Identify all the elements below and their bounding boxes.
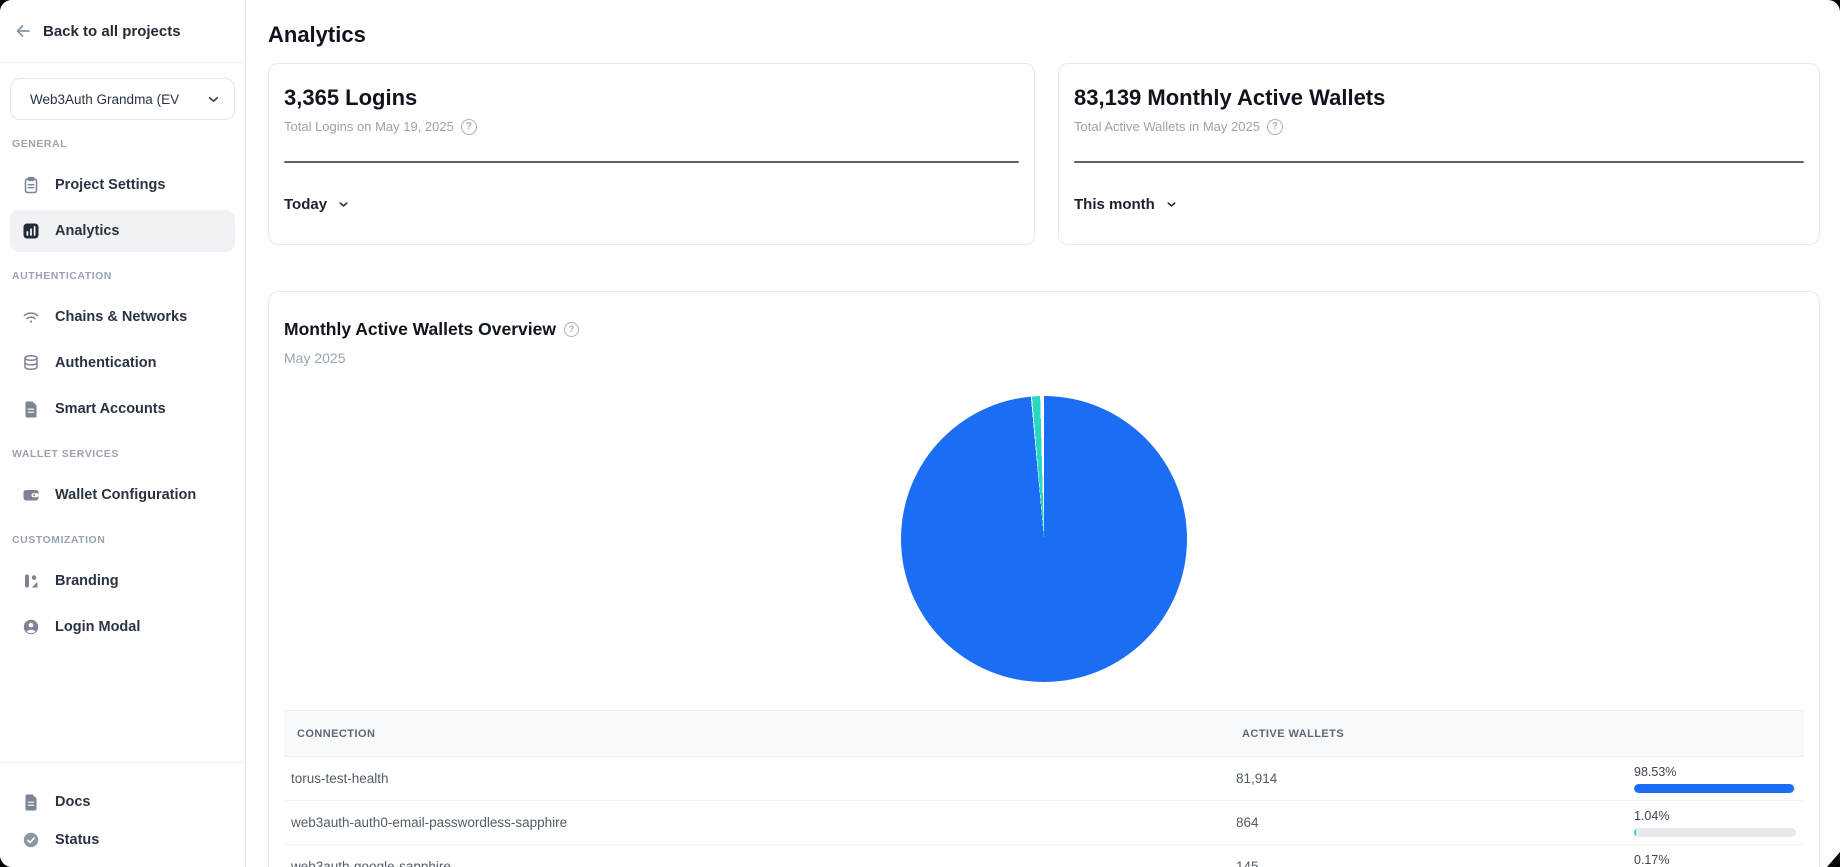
active-wallets-range-dropdown[interactable]: This month: [1074, 196, 1178, 213]
sidebar-item-label: Project Settings: [55, 177, 166, 193]
sidebar-item-label: Analytics: [55, 223, 120, 239]
active-wallets-count: 83,139 Monthly Active Wallets: [1074, 85, 1386, 110]
clipboard-icon: [22, 176, 40, 194]
chevron-down-icon: [1165, 198, 1178, 211]
logins-stat-card: 3,365 Logins Total Logins on May 19, 202…: [268, 63, 1035, 245]
sidebar-item-label: Status: [55, 832, 100, 848]
sidebar-nav: GENERAL Project Settings Analytics AUTHE…: [0, 120, 245, 762]
wallet-icon: [22, 486, 40, 504]
overview-subtitle: May 2025: [284, 350, 346, 366]
logins-range-value: Today: [284, 196, 328, 213]
sidebar-item-label: Chains & Networks: [55, 309, 188, 325]
user-circle-icon: [22, 618, 40, 636]
percent-bar-fill: [1634, 783, 1794, 793]
stat-cards-row: 3,365 Logins Total Logins on May 19, 202…: [268, 63, 1820, 245]
active-wallets-value: 145: [1236, 859, 1259, 867]
sidebar-item-label: Docs: [55, 794, 91, 810]
active-wallets-chart-baseline: [1074, 161, 1804, 163]
percent-label: 1.04%: [1634, 808, 1670, 823]
document-icon: [22, 793, 40, 811]
sidebar-item-login-modal[interactable]: Login Modal: [10, 606, 235, 648]
document-icon: [22, 400, 40, 418]
sidebar-item-authentication[interactable]: Authentication: [10, 342, 235, 384]
back-to-projects-link[interactable]: Back to all projects: [0, 0, 245, 63]
section-label-authentication: AUTHENTICATION: [12, 270, 112, 282]
logins-chart-baseline: [284, 161, 1019, 163]
sidebar-item-label: Login Modal: [55, 619, 141, 635]
active-wallets-stat-card: 83,139 Monthly Active Wallets Total Acti…: [1058, 63, 1820, 245]
check-circle-icon: [22, 831, 40, 849]
chevron-down-icon: [206, 92, 221, 107]
page-title: Analytics: [268, 22, 366, 47]
logins-range-dropdown[interactable]: Today: [284, 196, 350, 213]
help-icon[interactable]: ?: [563, 321, 579, 337]
logins-count: 3,365 Logins: [284, 85, 418, 110]
mawo-pie-chart[interactable]: [901, 396, 1187, 682]
section-label-wallet-services: WALLET SERVICES: [12, 448, 119, 460]
active-wallets-value: 864: [1236, 815, 1259, 830]
table-row: torus-test-health 81,914 98.53%: [284, 757, 1804, 801]
back-label: Back to all projects: [43, 22, 181, 40]
sidebar-item-label: Smart Accounts: [55, 401, 166, 417]
arrow-left-icon: [14, 22, 32, 40]
percent-label: 98.53%: [1634, 764, 1677, 779]
column-header-active-wallets: ACTIVE WALLETS: [1242, 727, 1345, 740]
project-selector-value: Web3Auth Grandma (EV: [30, 91, 180, 107]
connection-name: web3auth-google-sapphire: [291, 859, 451, 867]
column-header-connection: CONNECTION: [297, 727, 376, 740]
connection-name: torus-test-health: [291, 771, 389, 786]
sidebar-item-label: Authentication: [55, 355, 157, 371]
section-label-general: GENERAL: [12, 138, 68, 150]
chevron-down-icon: [337, 198, 350, 211]
sidebar-item-label: Wallet Configuration: [55, 487, 197, 503]
database-icon: [22, 354, 40, 372]
sidebar-item-status[interactable]: Status: [10, 821, 235, 859]
logins-subtitle: Total Logins on May 19, 2025: [284, 119, 454, 134]
help-icon[interactable]: ?: [460, 119, 477, 135]
sidebar-item-project-settings[interactable]: Project Settings: [10, 164, 235, 206]
sidebar-item-chains-networks[interactable]: Chains & Networks: [10, 296, 235, 338]
sidebar-item-smart-accounts[interactable]: Smart Accounts: [10, 388, 235, 430]
section-label-customization: CUSTOMIZATION: [12, 534, 106, 546]
sidebar-item-wallet-configuration[interactable]: Wallet Configuration: [10, 474, 235, 516]
percent-bar-track: [1634, 827, 1796, 837]
bar-chart-icon: [22, 222, 40, 240]
wifi-signal-icon: [22, 308, 40, 326]
connections-table: CONNECTION ACTIVE WALLETS torus-test-hea…: [284, 710, 1804, 867]
percent-bar-track: [1634, 783, 1796, 793]
main-content: Analytics 3,365 Logins Total Logins on M…: [246, 0, 1840, 867]
active-wallets-value: 81,914: [1236, 771, 1278, 786]
percent-bar-fill: [1634, 827, 1636, 837]
sidebar: Back to all projects Web3Auth Grandma (E…: [0, 0, 246, 867]
table-row: web3auth-google-sapphire 145 0.17%: [284, 845, 1804, 867]
branding-icon: [22, 572, 40, 590]
active-wallets-subtitle: Total Active Wallets in May 2025: [1074, 119, 1260, 134]
table-row: web3auth-auth0-email-passwordless-sapphi…: [284, 801, 1804, 845]
connection-name: web3auth-auth0-email-passwordless-sapphi…: [291, 815, 568, 830]
sidebar-item-docs[interactable]: Docs: [10, 783, 235, 821]
table-header-row: CONNECTION ACTIVE WALLETS: [284, 710, 1804, 757]
wallets-overview-card: Monthly Active Wallets Overview ? May 20…: [268, 291, 1820, 867]
project-selector-dropdown[interactable]: Web3Auth Grandma (EV: [10, 78, 235, 120]
sidebar-footer: Docs Status: [0, 762, 245, 867]
active-wallets-range-value: This month: [1074, 196, 1155, 213]
overview-title: Monthly Active Wallets Overview: [284, 319, 556, 339]
sidebar-item-branding[interactable]: Branding: [10, 560, 235, 602]
help-icon[interactable]: ?: [1266, 119, 1283, 135]
sidebar-item-analytics[interactable]: Analytics: [10, 210, 235, 252]
sidebar-item-label: Branding: [55, 573, 119, 589]
percent-label: 0.17%: [1634, 852, 1670, 867]
